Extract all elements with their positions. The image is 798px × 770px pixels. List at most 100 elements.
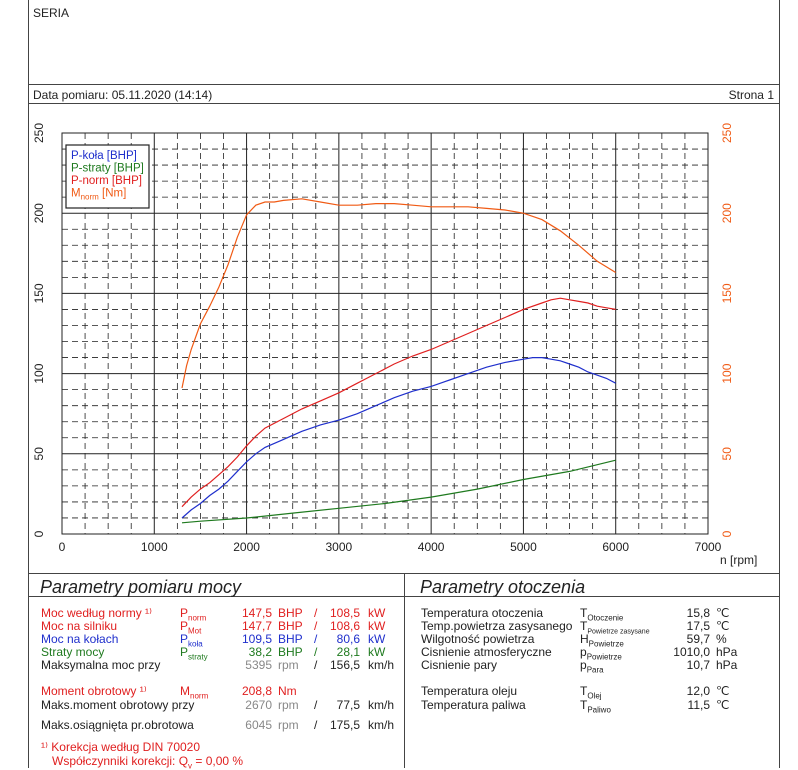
power-separator: / (314, 698, 318, 712)
divider-params (404, 573, 405, 768)
env-label: Cisnienie pary (421, 658, 498, 672)
x-tick-label: 2000 (233, 540, 260, 554)
divider-params-title (28, 596, 780, 597)
legend-box (65, 144, 150, 209)
env-label: Temperatura paliwa (421, 698, 526, 712)
power-unit-2: kW (368, 619, 386, 633)
page-number: Strona 1 (728, 88, 774, 102)
env-value: 59,7 (686, 632, 710, 646)
env-value: 15,8 (686, 606, 710, 620)
dyno-chart: 0 1000 2000 3000 4000 5000 6000 700005010015020… (32, 123, 757, 567)
power-row: Maks.osiągnięta pr.obrotowa 6045 rpm / 175,5… (0, 718, 404, 732)
env-unit: ℃ (716, 698, 730, 712)
power-value-1: 208,8 (241, 684, 272, 698)
env-row: Cisnienie pary pPara 10,7 hPa (0, 658, 798, 675)
x-tick-label: 4000 (418, 540, 445, 554)
y-right-tick-label: 200 (720, 203, 734, 223)
power-separator: / (314, 632, 318, 646)
power-symbol: Pnorm (180, 606, 207, 623)
divider-date (28, 103, 780, 104)
env-label: Wilgotność powietrza (421, 632, 535, 646)
power-label: Moc według normy ¹⁾ (41, 606, 152, 620)
y-right-tick-label: 250 (720, 123, 734, 143)
legend-entry-1: P-koła [BHP] (71, 150, 137, 162)
power-value-1: 147,7 (241, 619, 272, 633)
power-unit-1: BHP (278, 632, 303, 646)
series-line-4 (181, 198, 617, 389)
y-left-tick-label: 0 (32, 530, 46, 537)
power-section-title: Parametry pomiaru mocy (40, 577, 242, 597)
power-value-2: 175,5 (329, 718, 360, 732)
env-unit: hPa (716, 658, 738, 672)
y-left-tick-label: 200 (32, 203, 46, 223)
power-unit-1: BHP (278, 619, 303, 633)
footnote-coefficient-sub: v (188, 761, 193, 770)
env-label: Temperatura otoczenia (421, 606, 544, 620)
power-row: Straty mocy Pstraty 38,2 BHP / 28,1 kW (0, 645, 404, 662)
env-symbol: TPaliwo (580, 698, 611, 715)
env-unit: ℃ (716, 684, 730, 698)
legend-entry-4: Mnorm [Nm] (71, 188, 126, 202)
x-tick-label: 6000 (602, 540, 629, 554)
env-unit: hPa (716, 645, 738, 659)
power-separator: / (314, 606, 318, 620)
power-value-1: 6045 (245, 718, 272, 732)
env-symbol: pPowietrze (580, 645, 622, 662)
power-unit-2: kW (368, 645, 386, 659)
power-value-2: 108,5 (329, 606, 360, 620)
power-value-1: 2670 (245, 698, 272, 712)
power-value-2: 156,5 (329, 658, 360, 672)
power-label: Maks.osiągnięta pr.obrotowa (41, 718, 194, 732)
power-row: Moc na silniku PMot 147,7 BHP / 108,6 kW (0, 619, 404, 636)
env-symbol: TOtoczenie (580, 606, 624, 623)
env-label: Cisnienie atmosferyczne (421, 645, 552, 659)
power-unit-1: rpm (278, 658, 299, 672)
footnote-correction: ¹⁾ Korekcja według DIN 70020 (41, 740, 201, 754)
power-value-2: 28,1 (336, 645, 360, 659)
footnote-coefficient: Współczynniki korekcji: Qv = 0,00 % (52, 754, 243, 770)
env-row: Temperatura otoczenia TOtoczenie 15,8 ℃ (0, 606, 798, 623)
x-tick-label: 7000 (695, 540, 722, 554)
power-symbol: Pstraty (180, 645, 208, 662)
power-label: Moc na kołach (41, 632, 119, 646)
env-value: 11,5 (687, 698, 710, 712)
series-line-1 (181, 357, 616, 519)
y-right-tick-label: 0 (720, 530, 734, 537)
power-unit-1: BHP (278, 606, 303, 620)
power-label: Moc na silniku (41, 619, 118, 633)
env-unit: ℃ (716, 619, 730, 633)
env-row: Temperatura oleju TOlej 12,0 ℃ (0, 684, 798, 700)
power-unit-1: BHP (278, 645, 303, 659)
env-symbol: HPowietrze (580, 632, 624, 649)
power-separator: / (314, 658, 318, 672)
power-value-2: 80,6 (336, 632, 360, 646)
env-value: 17,5 (686, 619, 710, 633)
footnote-coefficient-text: Współczynniki korekcji: Q (52, 754, 189, 768)
power-value-1: 38,2 (248, 645, 272, 659)
power-value-1: 5395 (245, 658, 272, 672)
footnote-coefficient-value: = 0,00 % (192, 754, 244, 768)
env-value: 12,0 (686, 684, 710, 698)
y-right-tick-label: 100 (720, 363, 734, 383)
power-row: Moc na kołach Pkoła 109,5 BHP / 80,6 kW (0, 632, 404, 648)
power-row: Maksymalna moc przy 5395 rpm / 156,5 km/h (0, 658, 404, 672)
x-tick-label: 0 (59, 540, 66, 554)
x-tick-label: 1000 (141, 540, 168, 554)
env-section-title: Parametry otoczenia (420, 577, 586, 597)
power-separator: / (314, 645, 318, 659)
env-row: Temp.powietrza zasysanego TPowietrze zasy… (0, 619, 798, 635)
env-value: 10,7 (686, 658, 710, 672)
measurement-date: Data pomiaru: 05.11.2020 (14:14) (33, 88, 213, 102)
power-unit-2: kW (368, 632, 386, 646)
legend-entry-2: P-straty [BHP] (71, 163, 144, 175)
power-symbol: PMot (180, 619, 202, 636)
plot-border (61, 132, 709, 535)
env-value: 1010,0 (673, 645, 710, 659)
env-row: Temperatura paliwa TPaliwo 11,5 ℃ (0, 698, 798, 715)
chart-grid (62, 133, 708, 534)
env-unit: % (716, 632, 727, 646)
power-value-1: 109,5 (241, 632, 272, 646)
y-right-tick-label: 50 (720, 447, 734, 461)
env-symbol: pPara (580, 658, 604, 675)
power-row: Maks.moment obrotowy przy 2670 rpm / 77,5 km/… (0, 698, 404, 712)
